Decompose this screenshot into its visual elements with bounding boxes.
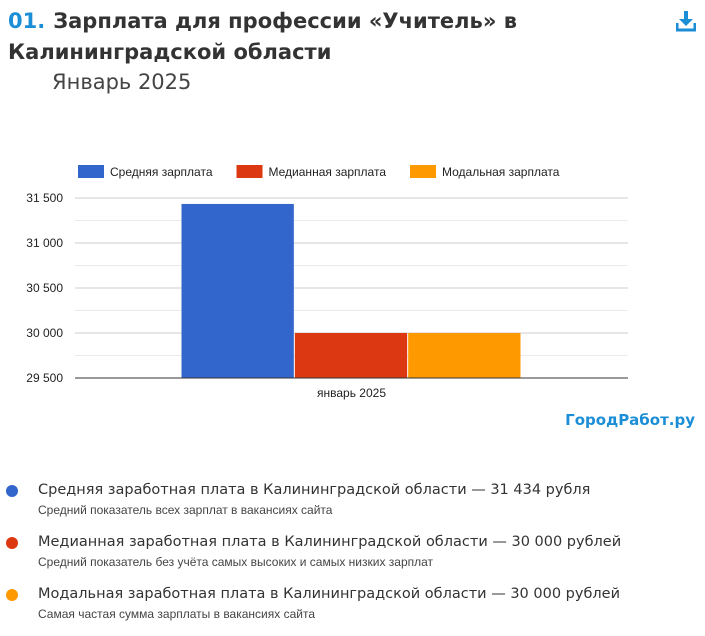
period-label: Январь 2025 — [52, 70, 192, 94]
legend-label-3: Модальная зарплата — [442, 165, 560, 179]
median-dot — [6, 537, 18, 549]
average-dot — [6, 485, 18, 497]
download-icon[interactable] — [675, 10, 697, 32]
legend-label-1: Средняя зарплата — [110, 165, 213, 179]
page-title: 01. Зарплата для профессии «Учитель» в Ка… — [8, 6, 668, 68]
bar-3 — [408, 333, 521, 378]
modal-salary-desc: Самая частая сумма зарплаты в вакансиях … — [38, 607, 315, 621]
y-tick-label: 29 500 — [26, 371, 63, 385]
average-salary-desc: Средний показатель всех зарплат в ваканс… — [38, 503, 333, 517]
legend-swatch-2 — [236, 165, 263, 178]
salary-chart: 29 500 30 000 30 500 31 000 31 500 январь 202… — [26, 165, 628, 400]
bar-1 — [181, 203, 294, 378]
title-text: Зарплата для профессии «Учитель» в Калин… — [8, 9, 517, 64]
x-tick-label: январь 2025 — [317, 386, 386, 400]
modal-salary-title: Модальная заработная плата в Калининград… — [38, 586, 621, 602]
legend-swatch-3 — [410, 165, 436, 178]
salary-summary-list: Средняя заработная плата в Калининградск… — [6, 480, 696, 636]
y-tick-label: 31 000 — [26, 236, 63, 250]
modal-dot — [6, 589, 18, 601]
average-salary-title: Средняя заработная плата в Калининградск… — [38, 482, 591, 498]
legend-label-2: Медианная зарплата — [269, 165, 387, 179]
legend-swatch-1 — [78, 165, 104, 178]
section-number: 01. — [8, 9, 46, 33]
median-salary-title: Медианная заработная плата в Калининград… — [38, 534, 622, 550]
median-salary-desc: Средний показатель без учёта самых высок… — [38, 555, 434, 569]
header: 01. Зарплата для профессии «Учитель» в Ка… — [8, 6, 668, 96]
list-item-median: Медианная заработная плата в Калининград… — [6, 532, 696, 584]
list-item-modal: Модальная заработная плата в Калининград… — [6, 584, 696, 636]
y-tick-label: 31 500 — [26, 191, 63, 205]
list-item-average: Средняя заработная плата в Калининградск… — [6, 480, 696, 532]
bar-2 — [294, 333, 408, 378]
y-tick-label: 30 500 — [26, 281, 63, 295]
y-tick-label: 30 000 — [26, 326, 63, 340]
brand-logo[interactable]: ГородРабот.ру — [565, 411, 695, 429]
